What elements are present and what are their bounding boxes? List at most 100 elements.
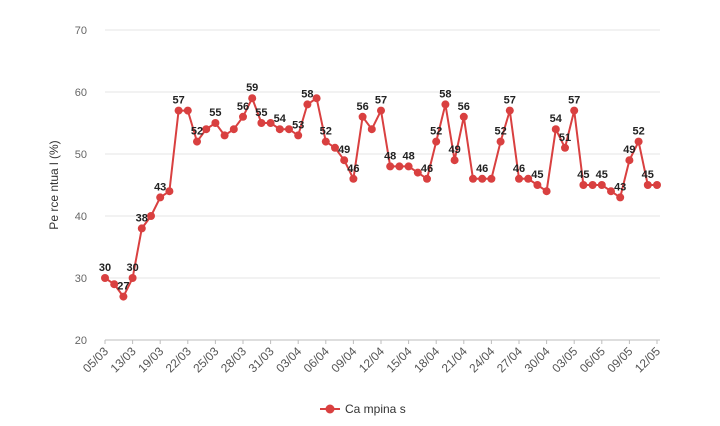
data-point[interactable] (505, 106, 514, 115)
data-label: 54 (550, 113, 563, 125)
data-point[interactable] (110, 280, 119, 289)
data-point[interactable] (193, 137, 201, 146)
data-point[interactable] (183, 106, 192, 115)
y-axis: 20 30 40 50 60 70 (75, 25, 87, 347)
data-point[interactable] (588, 181, 597, 189)
data-point[interactable] (469, 174, 477, 183)
data-label: 52 (320, 126, 332, 138)
x-tick-label: 19/03 (135, 344, 166, 375)
data-point[interactable] (533, 181, 542, 189)
x-tick-label: 09/04 (328, 344, 359, 375)
data-point[interactable] (570, 106, 579, 115)
data-point[interactable] (340, 156, 349, 165)
x-tick-label: 28/03 (218, 344, 249, 375)
y-axis-title: Pe rce ntua l (%) (47, 140, 61, 229)
data-point[interactable] (432, 137, 441, 146)
data-point[interactable] (441, 100, 450, 109)
data-point[interactable] (459, 112, 468, 121)
data-label: 57 (568, 95, 580, 107)
data-point[interactable] (321, 137, 330, 146)
y-tick-label: 30 (75, 273, 87, 285)
data-point[interactable] (229, 125, 238, 134)
data-label: 48 (384, 150, 396, 162)
data-point[interactable] (349, 174, 358, 183)
x-tick-label: 25/03 (190, 344, 221, 375)
data-point[interactable] (119, 292, 128, 301)
data-label: 56 (356, 101, 368, 113)
data-point[interactable] (643, 181, 652, 189)
data-point[interactable] (367, 125, 376, 134)
data-point[interactable] (312, 94, 321, 103)
data-point[interactable] (202, 125, 211, 134)
data-label: 46 (513, 163, 525, 175)
x-tick-label: 06/04 (301, 344, 332, 375)
data-label: 56 (458, 101, 470, 113)
data-point[interactable] (404, 162, 413, 171)
x-tick-label: 09/05 (604, 344, 635, 375)
data-point[interactable] (542, 187, 551, 196)
data-label: 52 (430, 126, 442, 138)
data-point[interactable] (303, 100, 312, 109)
data-point[interactable] (358, 112, 367, 121)
x-axis: 05/0313/0319/0322/0325/0328/0331/0303/04… (80, 340, 663, 375)
x-tick-label: 21/04 (439, 344, 470, 375)
data-point[interactable] (174, 106, 183, 115)
data-point[interactable] (248, 94, 257, 103)
x-tick-label: 05/03 (80, 344, 111, 375)
data-point[interactable] (634, 137, 643, 146)
data-point[interactable] (128, 274, 137, 282)
data-point[interactable] (579, 181, 588, 189)
data-label: 45 (596, 169, 608, 181)
data-point[interactable] (561, 143, 569, 152)
data-point[interactable] (285, 125, 293, 134)
data-point[interactable] (294, 131, 303, 140)
data-point[interactable] (156, 193, 165, 202)
data-point[interactable] (257, 119, 266, 127)
data-point[interactable] (607, 187, 615, 196)
data-point[interactable] (515, 174, 523, 183)
data-label: 55 (255, 107, 267, 119)
data-point[interactable] (211, 119, 220, 127)
data-point[interactable] (597, 181, 606, 189)
data-point[interactable] (450, 156, 459, 165)
data-point[interactable] (496, 137, 505, 146)
x-tick-label: 31/03 (246, 344, 277, 375)
data-point[interactable] (377, 106, 385, 115)
data-point[interactable] (386, 162, 395, 171)
data-point[interactable] (101, 274, 109, 282)
legend[interactable]: Ca mpina s (320, 402, 406, 416)
data-point[interactable] (275, 125, 284, 134)
data-point[interactable] (395, 162, 404, 171)
gridlines (105, 29, 660, 341)
y-tick-label: 20 (75, 335, 87, 347)
data-point[interactable] (239, 112, 247, 121)
series-campinas (101, 94, 661, 301)
data-point[interactable] (653, 181, 661, 189)
data-point[interactable] (616, 193, 625, 202)
y-tick-label: 50 (75, 149, 87, 161)
data-point[interactable] (524, 174, 533, 183)
data-label: 58 (439, 88, 451, 100)
y-tick-label: 60 (75, 87, 87, 99)
data-point[interactable] (487, 174, 496, 183)
data-point[interactable] (625, 156, 634, 165)
data-point[interactable] (478, 174, 487, 183)
data-label: 59 (246, 82, 258, 94)
data-point[interactable] (331, 143, 339, 152)
data-point[interactable] (137, 224, 146, 233)
x-tick-label: 06/05 (577, 344, 608, 375)
data-point[interactable] (147, 212, 155, 220)
x-tick-label: 03/04 (273, 344, 304, 375)
data-point[interactable] (220, 131, 229, 140)
data-point[interactable] (165, 187, 174, 196)
data-point[interactable] (266, 119, 275, 127)
data-label: 46 (476, 163, 488, 175)
data-point[interactable] (413, 168, 422, 177)
x-tick-label: 15/04 (384, 344, 415, 375)
data-label: 30 (99, 262, 111, 274)
data-point[interactable] (423, 174, 431, 183)
data-point[interactable] (551, 125, 560, 134)
data-label: 46 (421, 163, 433, 175)
